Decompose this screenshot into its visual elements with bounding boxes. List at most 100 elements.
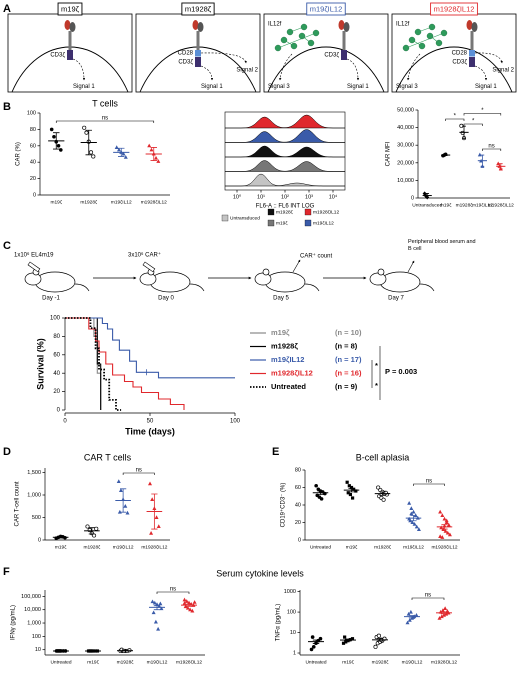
scfv <box>343 22 350 32</box>
mouse-ear <box>262 268 270 276</box>
data-point <box>409 511 414 516</box>
x-tick-label: 10² <box>281 194 289 200</box>
scfv <box>197 22 204 32</box>
x-tick-label: m1928ζIL12 <box>141 544 167 550</box>
data-point <box>440 535 445 539</box>
cell-membrane <box>395 46 513 93</box>
data-point <box>182 601 187 605</box>
il12-molecule <box>440 29 448 37</box>
data-point <box>438 509 443 514</box>
timeline-day: Day -1 <box>42 296 60 302</box>
y-tick-label: 60 <box>295 485 301 491</box>
data-point <box>409 506 414 510</box>
panel-letter: D <box>3 446 11 458</box>
error-bar <box>312 639 320 644</box>
x-tick-label: m1928ζ <box>117 659 135 665</box>
error-bar <box>408 615 416 619</box>
significance-label: ns <box>425 593 431 599</box>
x-tick-label: m19ζIL12 <box>111 199 132 205</box>
legend-n: (n = 17) <box>335 355 362 364</box>
legend-swatch <box>304 208 312 216</box>
data-point <box>49 127 54 132</box>
data-point <box>155 602 159 606</box>
error-bar <box>441 524 448 530</box>
data-point <box>150 599 155 604</box>
data-point <box>373 644 378 649</box>
x-tick-label: m19ζIL12 <box>402 659 423 665</box>
y-tick-label: 20 <box>53 389 60 395</box>
timeline-day: Day 5 <box>273 296 289 302</box>
x-tick-label: Untreated <box>310 544 331 550</box>
timeline-step-label: CAR⁺ count <box>300 253 333 260</box>
construct-label-box <box>306 2 346 16</box>
scfv <box>69 22 76 32</box>
mouse-tail <box>189 283 205 292</box>
data-point <box>149 147 154 152</box>
data-point <box>447 532 452 537</box>
data-point <box>117 509 122 514</box>
il12-molecule <box>290 42 298 50</box>
data-point <box>406 611 411 616</box>
y-tick-label: 100 <box>50 316 61 322</box>
significance-label: * <box>375 361 378 370</box>
data-point <box>443 529 448 533</box>
legend-label: Untreated <box>271 382 306 391</box>
x-tick-label: m19ζIL12 <box>403 544 424 550</box>
data-point <box>440 513 445 517</box>
data-point <box>116 147 121 152</box>
construct-label: m1928ζIL12 <box>434 4 475 13</box>
data-point <box>376 485 381 490</box>
data-point <box>314 483 318 488</box>
scfv <box>471 22 478 32</box>
data-point <box>416 527 421 531</box>
data-point <box>407 501 412 505</box>
data-point <box>154 515 159 519</box>
data-point <box>123 504 128 508</box>
data-point <box>343 635 347 639</box>
il12-link <box>405 32 445 49</box>
error-bar <box>443 154 448 156</box>
error-bar <box>120 488 127 513</box>
survival-line <box>65 317 122 411</box>
signal-label: Signal 1 <box>73 84 95 90</box>
mouse-body <box>149 271 191 293</box>
error-bar <box>376 638 384 642</box>
data-point <box>184 599 189 603</box>
error-bar <box>57 536 64 539</box>
x-tick-label: m1928ζIL12 <box>431 659 457 665</box>
y-tick-label: 80 <box>30 127 36 133</box>
data-point <box>121 151 126 156</box>
y-tick-label: 10 <box>35 647 41 653</box>
il12-molecule <box>402 44 410 52</box>
histogram-ridge <box>225 114 345 129</box>
x-tick-label: m1928ζ <box>456 202 474 208</box>
cd28-domain <box>469 50 475 57</box>
data-point <box>59 148 63 152</box>
error-bar <box>344 638 352 642</box>
histogram-ridge <box>225 145 345 158</box>
significance-bracket <box>463 113 502 116</box>
x-axis-label: Time (days) <box>125 426 175 436</box>
construct-label: m19ζIL12 <box>310 4 343 13</box>
significance-label: ns <box>136 468 142 474</box>
scfv <box>64 20 71 30</box>
legend-n: (n = 9) <box>335 382 358 391</box>
cd3-label: CD3ζ <box>324 53 339 59</box>
signal-arrow <box>474 52 503 64</box>
data-point <box>309 647 314 652</box>
error-bar <box>151 493 158 530</box>
x-tick-label: Untreated <box>50 659 71 665</box>
scfv <box>338 20 345 30</box>
x-tick-label: 0 <box>63 419 67 425</box>
data-point <box>319 497 324 501</box>
significance-label: P = 0.003 <box>385 367 417 376</box>
y-tick-label: 20,000 <box>397 160 414 166</box>
x-tick-label: m1928ζ <box>83 544 101 550</box>
x-tick-label: m19ζ <box>346 544 358 550</box>
legend-n: (n = 10) <box>335 328 362 337</box>
timeline-step-label: 3x10⁶ CAR⁺ <box>128 252 161 259</box>
mouse-tail <box>419 283 435 292</box>
y-tick-label: 40 <box>295 502 301 508</box>
legend-n: (n = 16) <box>335 368 362 377</box>
y-tick-label: 0 <box>411 195 414 201</box>
